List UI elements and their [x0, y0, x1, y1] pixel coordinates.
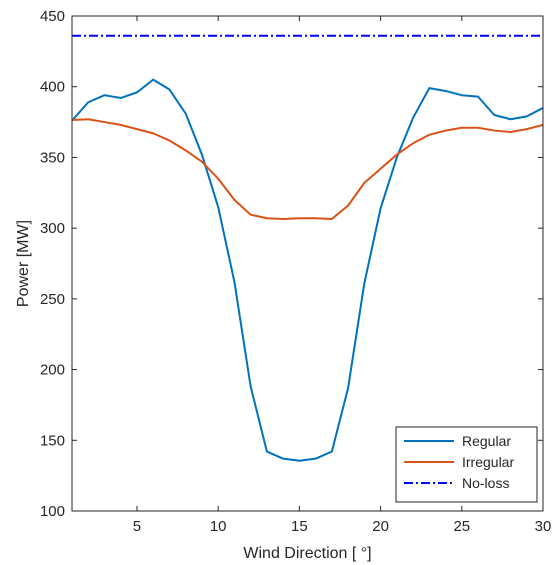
- x-tick-label: 5: [133, 518, 141, 535]
- x-tick-label: 10: [210, 518, 227, 535]
- series-line-regular: [71, 78, 544, 462]
- y-tick-label: 100: [40, 503, 65, 520]
- y-tick-label: 400: [40, 79, 65, 96]
- y-tick-label: 450: [40, 8, 65, 25]
- y-tick-label: 250: [40, 291, 65, 308]
- x-tick-label: 15: [291, 518, 308, 535]
- x-tick-label: 20: [372, 518, 389, 535]
- series-line-irregular: [71, 118, 544, 220]
- x-axis-label: Wind Direction [ °]: [243, 545, 371, 562]
- y-axis-label: Power [MW]: [15, 220, 32, 307]
- x-tick-label: 30: [535, 518, 552, 535]
- legend-label-no-loss: No-loss: [462, 475, 509, 491]
- y-tick-label: 150: [40, 432, 65, 449]
- legend-label-regular: Regular: [462, 433, 511, 449]
- legend: Regular Irregular No-loss: [395, 426, 538, 503]
- y-tick-label: 300: [40, 220, 65, 237]
- tick-layer: 5 10 15 20 25 30 100 150 200 250 300 350 400 450: [40, 8, 551, 535]
- x-tick-label: 25: [453, 518, 470, 535]
- plot-frame: [71, 15, 544, 512]
- legend-label-irregular: Irregular: [462, 454, 514, 470]
- y-tick-label: 350: [40, 149, 65, 166]
- y-tick-label: 200: [40, 362, 65, 379]
- legend-box: [395, 426, 538, 503]
- series-layer: [71, 34, 544, 462]
